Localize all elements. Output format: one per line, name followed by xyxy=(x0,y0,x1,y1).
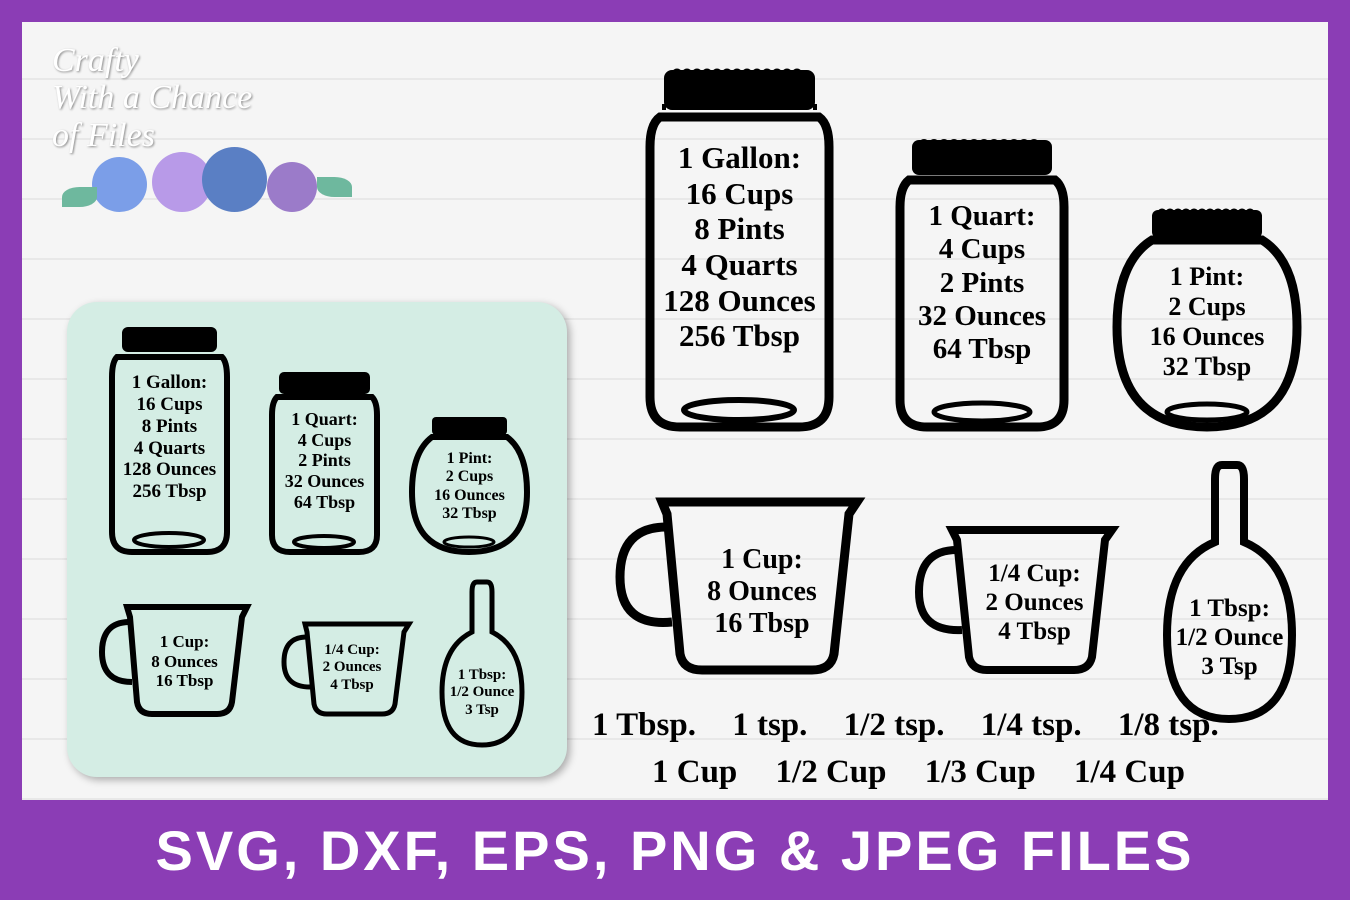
main-display: 1 Gallon:16 Cups8 Pints4 Quarts128 Ounce… xyxy=(592,62,1308,780)
small-gallon-jar: 1 Gallon:16 Cups8 Pints4 Quarts128 Ounce… xyxy=(92,322,247,562)
brand-logo: Crafty With a Chance of Files xyxy=(52,42,372,154)
cup-text: 1 Cup:8 Ounces16 Tbsp xyxy=(622,544,902,641)
cup-large: 1 Cup:8 Ounces16 Tbsp xyxy=(592,482,872,682)
spoon-text: 1 Tbsp:1/2 Ounce3 Tsp xyxy=(1147,595,1312,681)
quart-text: 1 Quart:4 Cups2 Pints32 Ounces64 Tbsp xyxy=(877,200,1087,367)
footer-text: SVG, DXF, EPS, PNG & JPEG FILES xyxy=(155,818,1194,883)
spoon-large: 1 Tbsp:1/2 Ounce3 Tsp xyxy=(1147,457,1312,732)
small-gallon-text: 1 Gallon:16 Cups8 Pints4 Quarts128 Ounce… xyxy=(92,372,247,503)
footer-banner: SVG, DXF, EPS, PNG & JPEG FILES xyxy=(0,800,1350,900)
small-quarter-cup: 1/4 Cup:2 Ounces4 Tbsp xyxy=(267,612,417,722)
small-spoon: 1 Tbsp:1/2 Ounce3 Tsp xyxy=(427,577,537,757)
gallon-text: 1 Gallon:16 Cups8 Pints4 Quarts128 Ounce… xyxy=(622,140,857,354)
logo-line2: With a Chance xyxy=(52,79,252,116)
logo-line1: Crafty xyxy=(52,42,139,79)
quarter-text: 1/4 Cup:2 Ounces4 Tbsp xyxy=(922,560,1147,646)
tsp-labels: 1 Tbsp. 1 tsp. 1/2 tsp. 1/4 tsp. 1/8 tsp… xyxy=(592,707,1219,744)
small-spoon-text: 1 Tbsp:1/2 Ounce3 Tsp xyxy=(427,667,537,719)
main-frame: Crafty With a Chance of Files 1 Gallon:1… xyxy=(22,22,1328,800)
mint-preview-card: 1 Gallon:16 Cups8 Pints4 Quarts128 Ounce… xyxy=(67,302,567,777)
small-cup-text: 1 Cup:8 Ounces16 Tbsp xyxy=(97,632,272,691)
small-quarter-text: 1/4 Cup:2 Ounces4 Tbsp xyxy=(277,642,427,694)
pint-text: 1 Pint:2 Cups16 Ounces32 Tbsp xyxy=(1102,262,1312,382)
small-quart-text: 1 Quart:4 Cups2 Pints32 Ounces64 Tbsp xyxy=(257,409,392,512)
flower-decoration xyxy=(52,137,372,257)
quart-jar: 1 Quart:4 Cups2 Pints32 Ounces64 Tbsp xyxy=(877,132,1087,442)
small-cup: 1 Cup:8 Ounces16 Tbsp xyxy=(82,592,257,722)
cup-labels: 1 Cup 1/2 Cup 1/3 Cup 1/4 Cup xyxy=(652,754,1185,791)
small-quart-jar: 1 Quart:4 Cups2 Pints32 Ounces64 Tbsp xyxy=(257,367,392,562)
small-pint-jar: 1 Pint:2 Cups16 Ounces32 Tbsp xyxy=(402,412,537,562)
small-pint-text: 1 Pint:2 Cups16 Ounces32 Tbsp xyxy=(402,450,537,524)
gallon-jar: 1 Gallon:16 Cups8 Pints4 Quarts128 Ounce… xyxy=(622,62,857,442)
pint-jar: 1 Pint:2 Cups16 Ounces32 Tbsp xyxy=(1102,202,1312,442)
quarter-cup-large: 1/4 Cup:2 Ounces4 Tbsp xyxy=(897,512,1122,682)
